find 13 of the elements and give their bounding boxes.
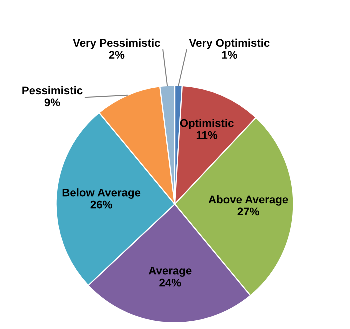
slice-label: Very Optimistic: [189, 38, 270, 50]
slice-label: Above Average: [208, 195, 288, 206]
data-label: 1%: [222, 51, 238, 60]
data-label: 26%: [90, 200, 112, 209]
slice-label: Very Pessimistic: [73, 38, 160, 50]
slice-label: Average: [148, 267, 192, 278]
slice-label: Pessimistic: [22, 86, 83, 95]
data-label: 9%: [44, 98, 60, 107]
slice-label: Below Average: [62, 188, 141, 199]
data-label: 27%: [238, 208, 260, 216]
data-label: 24%: [160, 278, 182, 287]
data-label: 2%: [109, 51, 125, 60]
data-label: 11%: [196, 131, 218, 140]
